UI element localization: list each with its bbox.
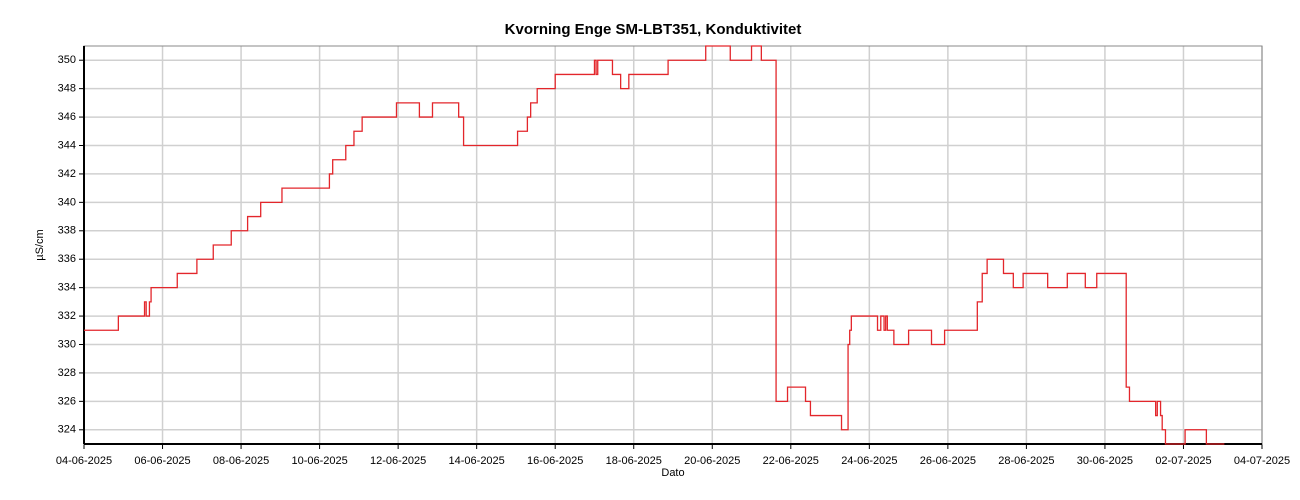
- y-tick-label: 342: [58, 168, 76, 180]
- y-tick-label: 348: [58, 83, 76, 95]
- y-tick-label: 346: [58, 111, 76, 123]
- x-tick-label: 04-07-2025: [1234, 455, 1290, 467]
- y-tick-label: 330: [58, 338, 76, 350]
- x-tick-label: 18-06-2025: [606, 455, 662, 467]
- y-tick-label: 334: [58, 282, 76, 294]
- y-tick-label: 344: [58, 139, 76, 151]
- x-tick-label: 02-07-2025: [1155, 455, 1211, 467]
- x-tick-label: 28-06-2025: [998, 455, 1054, 467]
- x-tick-label: 12-06-2025: [370, 455, 426, 467]
- x-tick-label: 24-06-2025: [841, 455, 897, 467]
- y-tick-label: 328: [58, 367, 76, 379]
- x-tick-label: 30-06-2025: [1077, 455, 1133, 467]
- y-tick-label: 338: [58, 225, 76, 237]
- y-axis-label: µS/cm: [34, 229, 46, 260]
- x-tick-label: 04-06-2025: [56, 455, 112, 467]
- x-tick-label: 26-06-2025: [920, 455, 976, 467]
- x-tick-label: 14-06-2025: [449, 455, 505, 467]
- x-tick-label: 08-06-2025: [213, 455, 269, 467]
- y-tick-label: 340: [58, 196, 76, 208]
- x-tick-label: 20-06-2025: [684, 455, 740, 467]
- y-tick-label: 326: [58, 395, 76, 407]
- plot-frame: [83, 45, 1263, 445]
- x-tick-label: 06-06-2025: [134, 455, 190, 467]
- y-tick-label: 324: [58, 424, 76, 436]
- y-tick-label: 350: [58, 54, 76, 66]
- x-tick-label: 22-06-2025: [763, 455, 819, 467]
- data-line: [84, 45, 1225, 445]
- x-tick-label: 16-06-2025: [527, 455, 583, 467]
- x-axis-label: Dato: [661, 467, 684, 479]
- chart-title: Kvorning Enge SM-LBT351, Konduktivitet: [505, 21, 802, 38]
- x-tick-label: 10-06-2025: [291, 455, 347, 467]
- y-tick-label: 336: [58, 253, 76, 265]
- y-tick-label: 332: [58, 310, 76, 322]
